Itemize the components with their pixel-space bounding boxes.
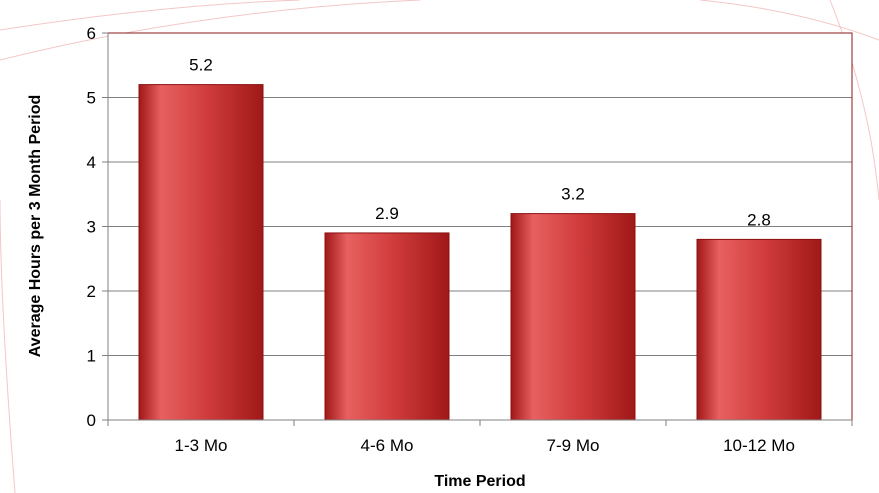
y-axis-title: Average Hours per 3 Month Period <box>27 95 44 358</box>
bar <box>324 232 450 421</box>
y-tick-label: 2 <box>87 282 96 301</box>
y-tick-label: 1 <box>87 347 96 366</box>
bars <box>138 84 822 421</box>
y-tick-label: 5 <box>87 89 96 108</box>
x-axis-ticks: 1-3 Mo 4-6 Mo 7-9 Mo 10-12 Mo <box>107 420 853 455</box>
bar <box>138 84 264 421</box>
data-label: 2.9 <box>375 204 399 223</box>
data-label: 2.8 <box>747 210 771 229</box>
data-label: 3.2 <box>561 185 585 204</box>
bar <box>696 238 822 421</box>
y-tick-label: 6 <box>87 24 96 43</box>
bar <box>510 213 636 421</box>
x-tick-label: 1-3 Mo <box>175 436 228 455</box>
data-label: 5.2 <box>189 56 213 75</box>
x-tick-label: 10-12 Mo <box>723 436 795 455</box>
x-tick-label: 7-9 Mo <box>547 436 600 455</box>
x-axis-title: Time Period <box>434 473 525 490</box>
data-labels: 5.2 2.9 3.2 2.8 <box>189 56 771 230</box>
y-tick-label: 0 <box>87 411 96 430</box>
x-tick-label: 4-6 Mo <box>361 436 414 455</box>
y-tick-label: 4 <box>87 153 96 172</box>
y-axis-ticks: 0 1 2 3 4 5 6 <box>87 24 108 430</box>
y-tick-label: 3 <box>87 218 96 237</box>
